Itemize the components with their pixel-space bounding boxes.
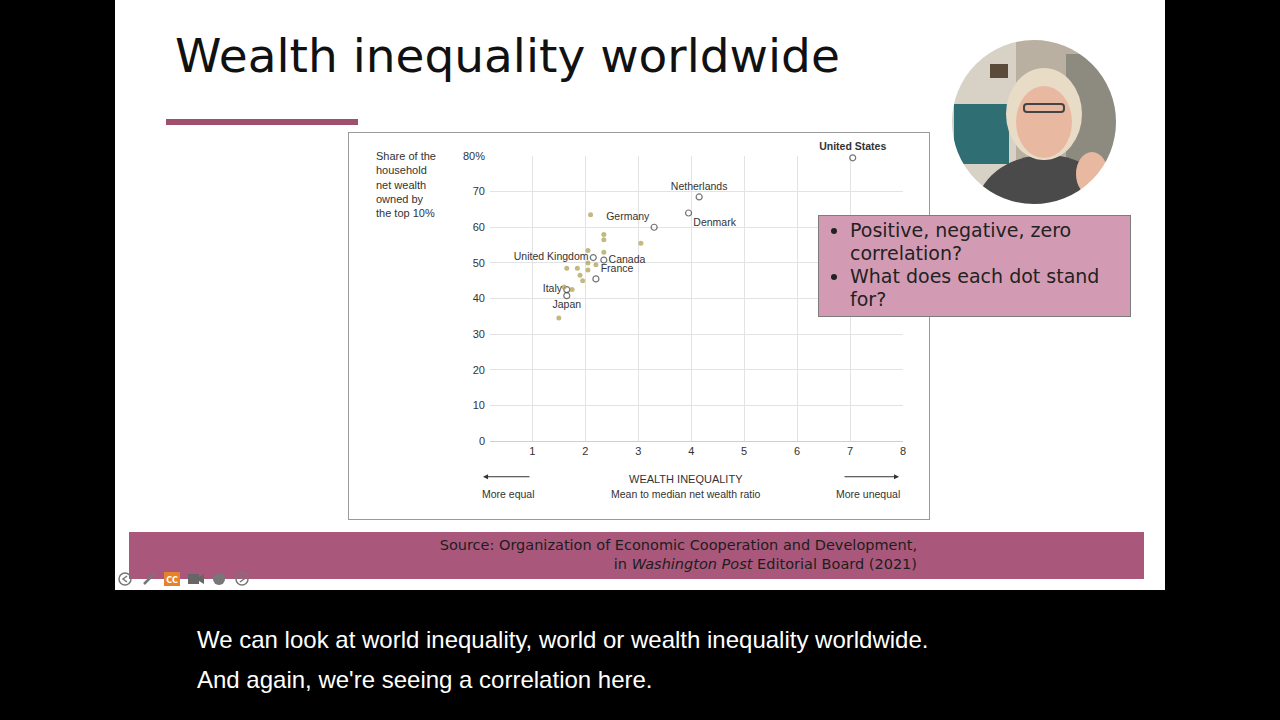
html-text:We can look at world inequalit: We can look at world inequality, world o… (197, 626, 929, 653)
svg-text:6: 6 (794, 445, 800, 457)
svg-text:Share of thehouseholdnet wealt: Share of thehouseholdnet wealthowned byt… (376, 150, 436, 219)
svg-text:5: 5 (741, 445, 747, 457)
svg-text:More equal: More equal (482, 488, 535, 500)
svg-text:50: 50 (473, 257, 485, 269)
html-text:Wealth inequality worldwide: Wealth inequality worldwide (175, 28, 840, 83)
svg-text:Japan: Japan (552, 298, 581, 310)
svg-text:20: 20 (473, 364, 485, 376)
html-text:And again, we're seeing a corr: And again, we're seeing a correlation he… (197, 666, 653, 693)
svg-text:United States: United States (819, 140, 886, 152)
svg-text:More unequal: More unequal (836, 488, 900, 500)
svg-text:70: 70 (473, 185, 485, 197)
svg-text:United Kingdom: United Kingdom (514, 250, 589, 262)
svg-text:Mean to median net wealth rati: Mean to median net wealth ratio (611, 488, 761, 500)
html-text:What does each dot stand for?: What does each dot stand for? (850, 265, 1100, 310)
svg-text:10: 10 (473, 399, 485, 411)
svg-text:7: 7 (847, 445, 853, 457)
svg-text:Netherlands: Netherlands (671, 180, 728, 192)
svg-text:0: 0 (479, 435, 485, 447)
html-text:in Washington Post Editorial B: in Washington Post Editorial Board (2021… (613, 556, 917, 572)
svg-text:60: 60 (473, 221, 485, 233)
svg-text:Denmark: Denmark (693, 216, 736, 228)
svg-text:WEALTH INEQUALITY: WEALTH INEQUALITY (629, 473, 743, 485)
svg-text:40: 40 (473, 292, 485, 304)
html-text:Source: Organization of Econom: Source: Organization of Economic Coopera… (439, 537, 917, 553)
svg-text:4: 4 (688, 445, 694, 457)
svg-text:Canada: Canada (609, 253, 646, 265)
html-text:Positive, negative, zero corre: Positive, negative, zero correlation? (850, 219, 1072, 264)
svg-text:80%: 80% (463, 150, 485, 162)
svg-text:30: 30 (473, 328, 485, 340)
svg-text:1: 1 (529, 445, 535, 457)
svg-text:8: 8 (900, 445, 906, 457)
svg-text:France: France (601, 262, 634, 274)
svg-text:2: 2 (582, 445, 588, 457)
svg-text:Germany: Germany (606, 210, 650, 222)
svg-text:3: 3 (635, 445, 641, 457)
svg-text:CC: CC (166, 576, 178, 585)
svg-text:Italy: Italy (543, 282, 563, 294)
